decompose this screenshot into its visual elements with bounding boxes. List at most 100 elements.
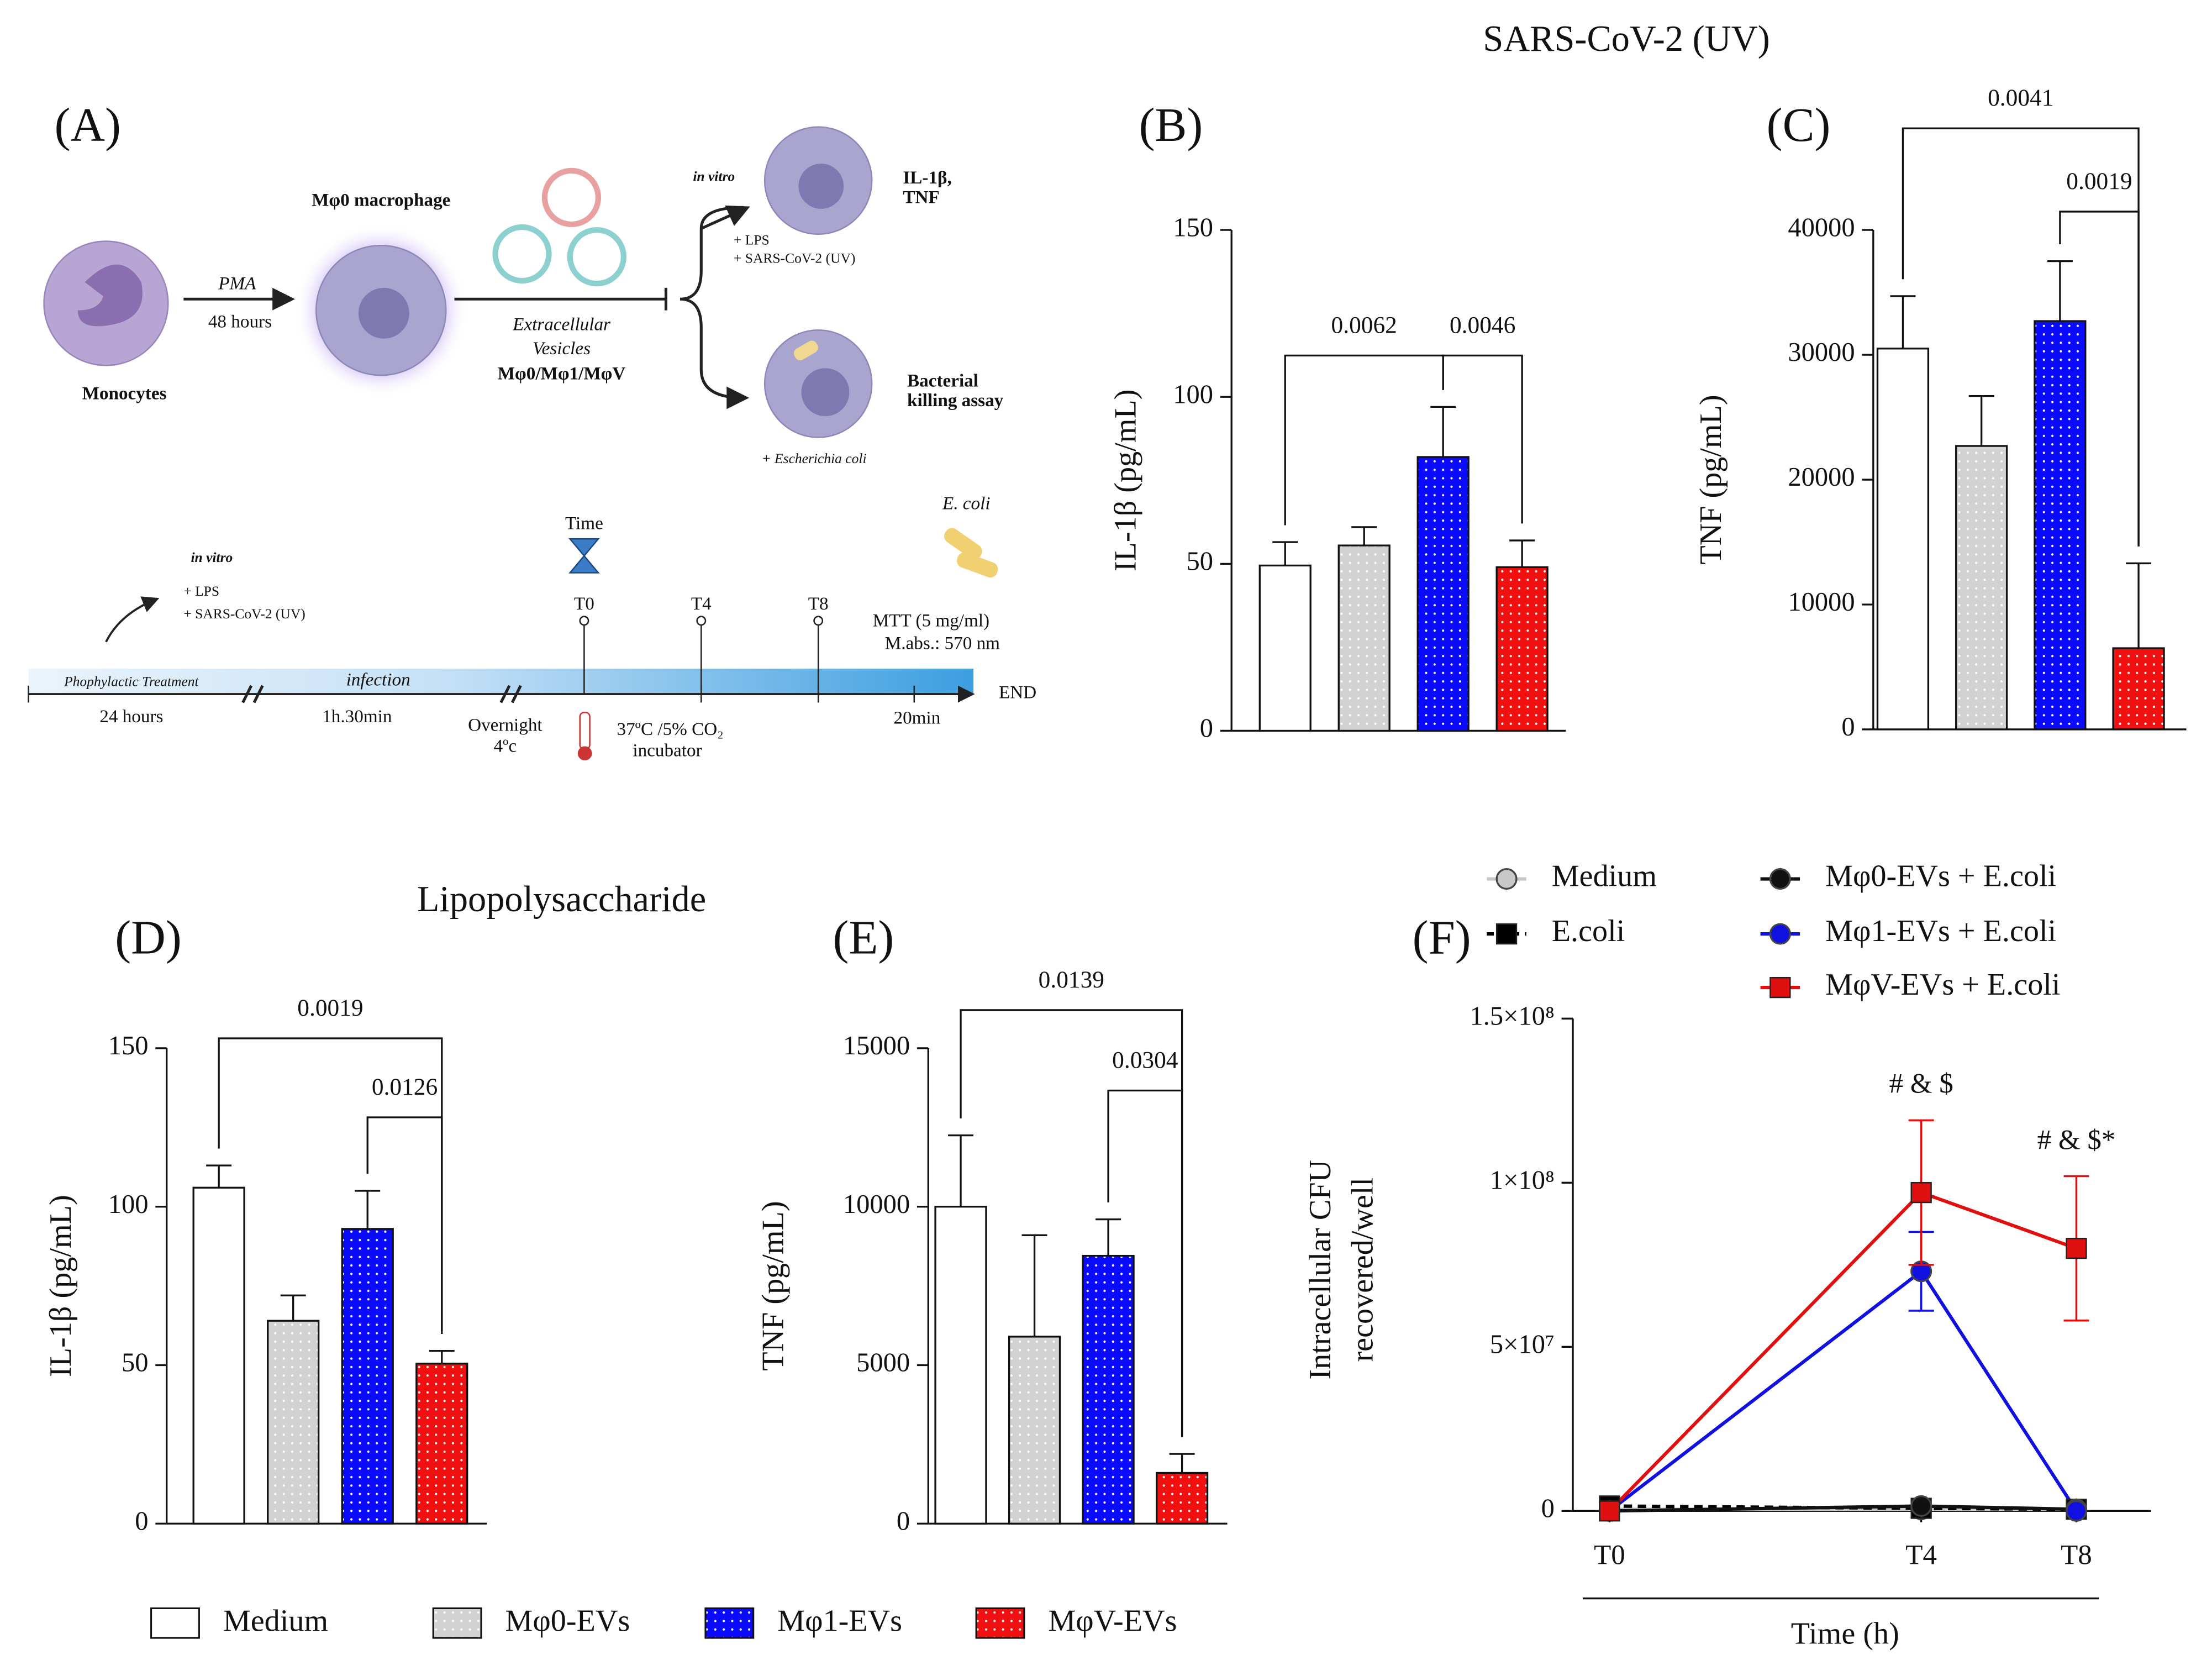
timeline-bar xyxy=(28,669,974,695)
label: 4ºc xyxy=(494,736,517,756)
panel-label: (E) xyxy=(833,911,894,964)
bar xyxy=(1008,1336,1061,1525)
bar xyxy=(192,1186,245,1525)
y-tick-label: 0 xyxy=(897,1506,910,1536)
legend-label: Medium xyxy=(1552,859,1657,893)
label: TNF xyxy=(903,187,939,208)
label: IL-1β, xyxy=(903,167,951,188)
y-tick-label: 1×10⁸ xyxy=(1490,1165,1555,1195)
p-value: 0.0046 xyxy=(1450,312,1515,338)
vesicle xyxy=(492,224,552,284)
nucleus xyxy=(798,164,844,209)
legend-label: MφV-EVs + E.coli xyxy=(1825,968,2060,1002)
legend-label: MφV-EVs xyxy=(1048,1604,1177,1638)
significance-bracket xyxy=(2059,211,2140,547)
group-title: SARS-CoV-2 (UV) xyxy=(1483,19,1769,59)
timepoint-pin xyxy=(583,621,819,695)
marker xyxy=(1495,923,1518,945)
p-value: 0.0062 xyxy=(1331,312,1397,338)
label: + LPS xyxy=(183,583,219,599)
y-tick-label: 50 xyxy=(1187,547,1214,576)
break xyxy=(241,685,522,703)
label: 20min xyxy=(894,708,941,728)
label: T4 xyxy=(691,593,712,614)
marker xyxy=(1599,1500,1620,1522)
bar xyxy=(2112,647,2165,731)
marker xyxy=(2065,1500,2088,1522)
legend-swatch xyxy=(975,1607,1025,1639)
thermometer xyxy=(577,746,592,761)
vesicle xyxy=(541,167,602,228)
y-axis-title: TNF (pg/mL) xyxy=(1694,395,1728,564)
bar xyxy=(267,1320,320,1525)
group-title: Lipopolysaccharide xyxy=(417,879,706,920)
legend-label: E.coli xyxy=(1552,914,1625,948)
label: Phophylactic Treatment xyxy=(64,674,199,690)
bar xyxy=(1495,566,1549,732)
label: Overnight xyxy=(468,714,543,735)
arrow xyxy=(701,205,750,230)
y-tick-label: 0 xyxy=(1200,714,1213,743)
bar xyxy=(1258,564,1312,732)
label: Bacterial xyxy=(907,370,978,391)
label: incubator xyxy=(633,740,702,760)
y-tick-label: 10000 xyxy=(843,1190,910,1219)
x-tick-label: T0 xyxy=(1594,1539,1625,1570)
x-axis-title: Time (h) xyxy=(1791,1616,1899,1651)
bacterium xyxy=(957,552,998,578)
marker xyxy=(1910,1495,1932,1517)
pin-head xyxy=(696,616,707,626)
significance-bracket xyxy=(1107,1089,1183,1437)
p-value: 0.0139 xyxy=(1039,966,1104,993)
series-line xyxy=(1608,1269,2078,1512)
label: Time xyxy=(565,513,603,533)
label: PMA xyxy=(218,273,256,293)
annotation: # & $ xyxy=(1889,1068,1953,1100)
panel-a: (A) Mφ0 macrophage xyxy=(28,98,1036,761)
legend-swatch xyxy=(704,1607,755,1639)
bar xyxy=(415,1362,468,1525)
label: 37ºC /5% CO₂ xyxy=(617,719,723,739)
bar xyxy=(1337,544,1391,732)
nucleus xyxy=(358,287,409,339)
y-tick-label: 150 xyxy=(108,1031,149,1060)
label: + LPS xyxy=(734,232,770,248)
vesicle xyxy=(567,227,626,287)
label: 1h.30min xyxy=(322,706,392,727)
y-axis-title: recovered/well xyxy=(1346,1178,1380,1362)
label: E. coli xyxy=(942,493,991,514)
label: Vesicles xyxy=(533,338,591,359)
label: infection xyxy=(346,670,410,690)
x-tick-label: T8 xyxy=(2061,1539,2092,1570)
p-value: 0.0126 xyxy=(372,1074,438,1100)
panel-label: (C) xyxy=(1767,98,1831,151)
marker xyxy=(1769,868,1791,890)
y-tick-label: 5000 xyxy=(856,1348,910,1378)
p-value: 0.0041 xyxy=(1988,85,2053,111)
y-tick-label: 5×10⁷ xyxy=(1490,1330,1555,1359)
bar xyxy=(2034,320,2087,731)
y-tick-label: 0 xyxy=(135,1506,148,1536)
label: Mφ0 macrophage xyxy=(312,190,450,211)
series-line xyxy=(1608,1190,2077,1512)
label: Monocytes xyxy=(82,383,167,403)
y-axis-title: TNF (pg/mL) xyxy=(756,1201,790,1370)
y-axis-title: IL-1β (pg/mL) xyxy=(44,1195,78,1377)
legend-swatch xyxy=(432,1607,482,1639)
label: M.abs.: 570 nm xyxy=(885,633,1000,653)
arrow xyxy=(105,596,160,643)
y-tick-label: 1.5×10⁸ xyxy=(1470,1001,1554,1031)
marker xyxy=(1910,1181,1932,1204)
y-tick-label: 50 xyxy=(122,1348,149,1378)
panel-label: (D) xyxy=(115,911,182,964)
y-tick-label: 0 xyxy=(1841,712,1855,742)
marker xyxy=(1769,976,1791,999)
legend-label: Medium xyxy=(223,1604,328,1638)
bacterium xyxy=(944,528,982,560)
label: END xyxy=(999,682,1036,703)
label: Mφ0/Mφ1/MφV xyxy=(498,364,626,384)
significance-bracket xyxy=(366,1116,443,1335)
label: + SARS-CoV-2 (UV) xyxy=(734,250,855,266)
legend-label: Mφ0-EVs + E.coli xyxy=(1825,859,2056,893)
